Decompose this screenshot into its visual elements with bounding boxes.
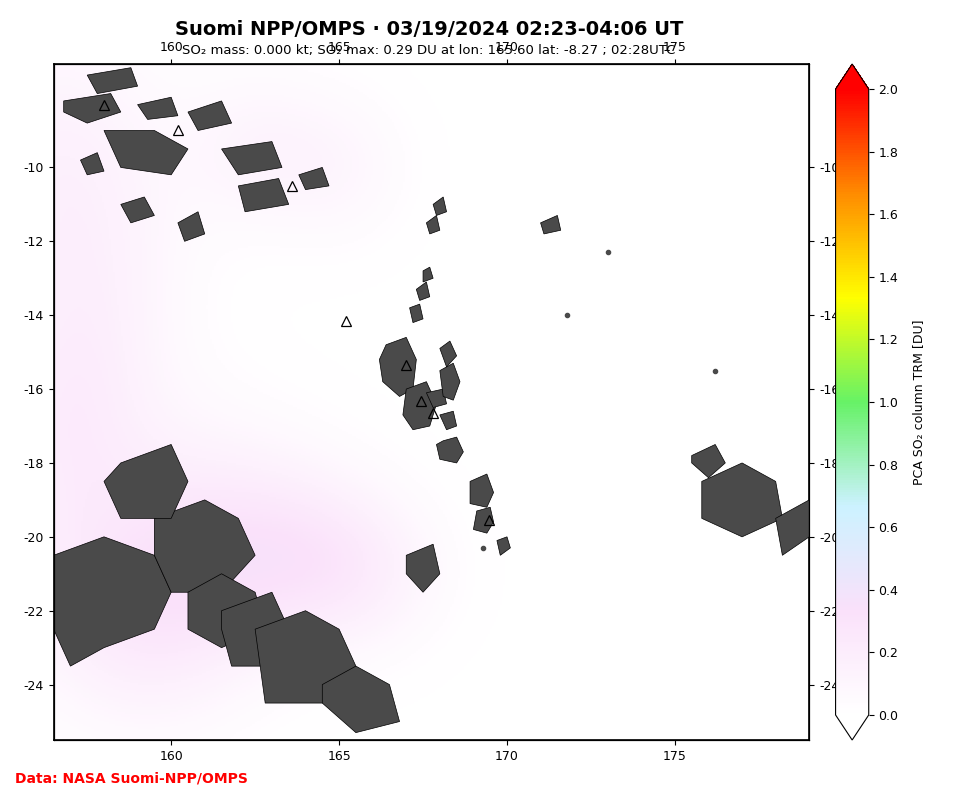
Polygon shape [221, 142, 282, 175]
Polygon shape [440, 363, 460, 400]
Text: Suomi NPP/OMPS · 03/19/2024 02:23-04:06 UT: Suomi NPP/OMPS · 03/19/2024 02:23-04:06 … [175, 20, 683, 39]
Polygon shape [440, 411, 456, 430]
Polygon shape [298, 167, 329, 190]
Polygon shape [440, 341, 456, 367]
Polygon shape [87, 68, 137, 94]
Polygon shape [470, 474, 493, 507]
Polygon shape [426, 389, 447, 407]
Polygon shape [81, 153, 104, 175]
Polygon shape [137, 98, 177, 119]
Polygon shape [63, 94, 121, 123]
Polygon shape [423, 267, 433, 282]
Polygon shape [437, 437, 463, 463]
Polygon shape [474, 507, 493, 533]
Polygon shape [497, 537, 510, 555]
Polygon shape [188, 101, 232, 130]
Y-axis label: PCA SO₂ column TRM [DU]: PCA SO₂ column TRM [DU] [913, 319, 925, 485]
Polygon shape [121, 197, 154, 223]
Polygon shape [691, 445, 725, 478]
PathPatch shape [836, 64, 869, 89]
Polygon shape [426, 215, 440, 234]
Polygon shape [221, 592, 289, 666]
Polygon shape [104, 445, 188, 518]
Polygon shape [776, 500, 809, 555]
Text: Data: NASA Suomi-NPP/OMPS: Data: NASA Suomi-NPP/OMPS [15, 771, 248, 786]
Polygon shape [379, 338, 416, 397]
Polygon shape [433, 197, 447, 215]
Polygon shape [416, 282, 430, 301]
Polygon shape [540, 215, 561, 234]
Polygon shape [407, 544, 440, 592]
Polygon shape [154, 500, 255, 592]
Polygon shape [323, 666, 400, 733]
Polygon shape [238, 178, 289, 212]
Polygon shape [54, 537, 172, 666]
Text: SO₂ mass: 0.000 kt; SO₂ max: 0.29 DU at lon: 165.60 lat: -8.27 ; 02:28UTC: SO₂ mass: 0.000 kt; SO₂ max: 0.29 DU at … [182, 44, 676, 57]
Polygon shape [177, 212, 205, 242]
PathPatch shape [836, 715, 869, 740]
Polygon shape [403, 382, 437, 430]
Polygon shape [410, 304, 423, 322]
Polygon shape [188, 574, 265, 648]
Polygon shape [702, 463, 782, 537]
Polygon shape [104, 130, 188, 175]
Polygon shape [255, 610, 356, 703]
